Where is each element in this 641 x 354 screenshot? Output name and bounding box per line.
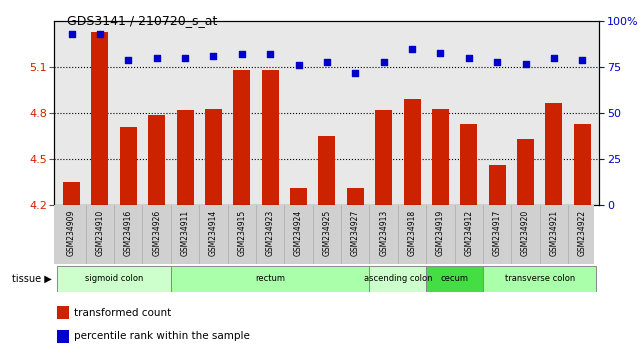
Text: GSM234916: GSM234916 [124, 210, 133, 256]
Point [265, 52, 275, 57]
Bar [426, 266, 483, 292]
Point [151, 55, 162, 61]
Text: GSM234918: GSM234918 [408, 210, 417, 256]
Text: rectum: rectum [255, 274, 285, 283]
Point [95, 31, 105, 37]
Text: percentile rank within the sample: percentile rank within the sample [74, 331, 249, 342]
Bar [432, 109, 449, 205]
Point [237, 52, 247, 57]
Point [492, 59, 503, 64]
Text: GSM234920: GSM234920 [521, 210, 530, 256]
Bar [488, 165, 506, 205]
Point [294, 63, 304, 68]
Text: ascending colon: ascending colon [363, 274, 432, 283]
Point [123, 57, 133, 63]
Text: GSM234926: GSM234926 [152, 210, 161, 256]
Point [379, 59, 389, 64]
Point [463, 55, 474, 61]
Text: GSM234919: GSM234919 [436, 210, 445, 256]
Text: GSM234925: GSM234925 [322, 210, 331, 256]
Bar [92, 32, 108, 205]
Text: GSM234910: GSM234910 [96, 210, 104, 256]
Bar [574, 124, 591, 205]
Text: sigmoid colon: sigmoid colon [85, 274, 144, 283]
Bar [290, 188, 307, 205]
Point [350, 70, 360, 76]
Text: GSM234927: GSM234927 [351, 210, 360, 256]
Bar [148, 115, 165, 205]
Bar [319, 136, 335, 205]
Bar [57, 266, 171, 292]
Text: transformed count: transformed count [74, 308, 171, 318]
Text: GDS3141 / 210720_s_at: GDS3141 / 210720_s_at [67, 14, 218, 27]
Bar [517, 139, 534, 205]
Text: GSM234917: GSM234917 [493, 210, 502, 256]
Text: GSM234913: GSM234913 [379, 210, 388, 256]
Bar [369, 266, 426, 292]
Text: GSM234915: GSM234915 [237, 210, 246, 256]
Bar [63, 182, 80, 205]
Text: GSM234909: GSM234909 [67, 210, 76, 256]
Bar [375, 110, 392, 205]
Text: GSM234914: GSM234914 [209, 210, 218, 256]
Point [577, 57, 587, 63]
Text: GSM234921: GSM234921 [549, 210, 558, 256]
Text: GSM234912: GSM234912 [464, 210, 473, 256]
Point [435, 50, 445, 55]
Text: GSM234922: GSM234922 [578, 210, 587, 256]
Bar [347, 188, 364, 205]
Text: transverse colon: transverse colon [504, 274, 575, 283]
Point [520, 61, 531, 67]
Bar [233, 70, 250, 205]
Text: tissue ▶: tissue ▶ [12, 274, 51, 284]
Point [208, 53, 219, 59]
Bar [57, 330, 69, 343]
Bar [57, 307, 69, 319]
Text: GSM234924: GSM234924 [294, 210, 303, 256]
Bar [545, 103, 562, 205]
Bar [483, 266, 597, 292]
Bar [171, 266, 369, 292]
Bar [404, 99, 420, 205]
Text: GSM234911: GSM234911 [181, 210, 190, 256]
Text: GSM234923: GSM234923 [265, 210, 274, 256]
Point [67, 31, 77, 37]
Point [549, 55, 559, 61]
Bar [205, 109, 222, 205]
Point [180, 55, 190, 61]
Bar [120, 127, 137, 205]
Point [322, 59, 332, 64]
Bar [262, 70, 279, 205]
Bar [176, 110, 194, 205]
Bar [460, 124, 478, 205]
Point [407, 46, 417, 52]
Text: cecum: cecum [440, 274, 469, 283]
